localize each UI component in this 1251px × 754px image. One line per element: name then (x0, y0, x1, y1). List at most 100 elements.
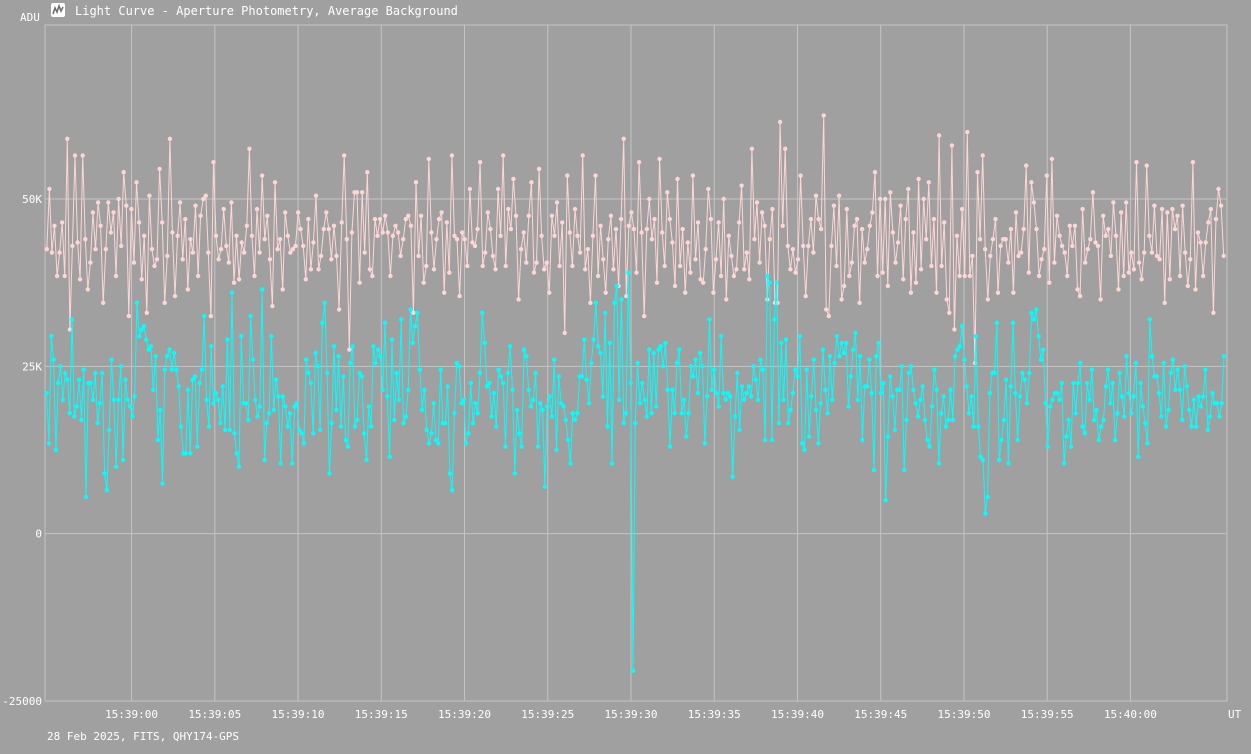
data-point (330, 421, 334, 425)
data-point (191, 250, 195, 254)
data-point (193, 374, 197, 378)
data-point (116, 197, 120, 201)
x-tick-label: 15:39:05 (188, 708, 241, 721)
data-point (532, 270, 536, 274)
data-point (752, 237, 756, 241)
data-point (109, 230, 113, 234)
data-point (1055, 214, 1059, 218)
x-tick-labels: 15:39:0015:39:0515:39:1015:39:1515:39:20… (105, 708, 1157, 721)
data-point (563, 331, 567, 335)
data-point (781, 224, 785, 228)
data-point (155, 257, 159, 261)
data-point (1004, 237, 1008, 241)
data-point (751, 364, 755, 368)
x-tick-label: 15:39:35 (688, 708, 741, 721)
data-point (747, 277, 751, 281)
data-point (54, 448, 58, 452)
data-point (278, 237, 282, 241)
data-point (768, 281, 772, 285)
data-point (997, 458, 1001, 462)
data-point (70, 244, 74, 248)
data-point (837, 354, 841, 358)
data-point (478, 371, 482, 375)
data-point (909, 364, 913, 368)
data-point (371, 344, 375, 348)
data-point (666, 388, 670, 392)
data-point (98, 224, 102, 228)
data-point (891, 230, 895, 234)
data-point (165, 254, 169, 258)
data-point (204, 398, 208, 402)
data-point (830, 398, 834, 402)
data-point (1142, 250, 1146, 254)
data-point (168, 137, 172, 141)
data-point (290, 461, 294, 465)
data-point (1050, 398, 1054, 402)
data-point (657, 157, 661, 161)
data-point (471, 421, 475, 425)
data-point (283, 210, 287, 214)
data-point (750, 147, 754, 151)
data-point (316, 267, 320, 271)
data-point (464, 441, 468, 445)
data-point (393, 224, 397, 228)
data-point (237, 277, 241, 281)
data-point (591, 234, 595, 238)
data-point (814, 194, 818, 198)
data-point (547, 291, 551, 295)
data-point (538, 401, 542, 405)
data-point (1143, 421, 1147, 425)
data-point (325, 371, 329, 375)
data-point (1080, 424, 1084, 428)
data-point (550, 414, 554, 418)
data-point (174, 368, 178, 372)
data-point (175, 234, 179, 238)
data-point (170, 230, 174, 234)
data-point (914, 281, 918, 285)
data-point (965, 384, 969, 388)
data-point (897, 388, 901, 392)
data-point (1175, 368, 1179, 372)
data-point (875, 274, 879, 278)
data-point (517, 431, 521, 435)
data-point (170, 368, 174, 372)
series-comparison (44, 270, 1226, 673)
data-point (415, 311, 419, 315)
data-point (798, 334, 802, 338)
data-point (545, 260, 549, 264)
data-point (65, 378, 69, 382)
data-point (1080, 207, 1084, 211)
data-point (778, 120, 782, 124)
data-point (710, 388, 714, 392)
data-point (47, 441, 51, 445)
data-point (721, 391, 725, 395)
data-point (425, 428, 429, 432)
data-point (445, 384, 449, 388)
data-point (355, 418, 359, 422)
data-point (432, 401, 436, 405)
data-point (1108, 401, 1112, 405)
data-point (1189, 424, 1193, 428)
data-point (486, 210, 490, 214)
data-point (900, 364, 904, 368)
data-point (934, 388, 938, 392)
data-point (1045, 173, 1049, 177)
data-point (596, 274, 600, 278)
data-point (188, 237, 192, 241)
data-point (1127, 270, 1131, 274)
data-point (1155, 374, 1159, 378)
data-point (1104, 234, 1108, 238)
data-point (450, 153, 454, 157)
data-point (714, 257, 718, 261)
data-point (57, 250, 61, 254)
data-point (422, 281, 426, 285)
data-point (853, 331, 857, 335)
data-point (758, 358, 762, 362)
data-point (183, 217, 187, 221)
data-point (1157, 257, 1161, 261)
data-point (1037, 274, 1041, 278)
data-point (119, 244, 123, 248)
data-point (557, 264, 561, 268)
data-point (286, 424, 290, 428)
data-point (795, 374, 799, 378)
